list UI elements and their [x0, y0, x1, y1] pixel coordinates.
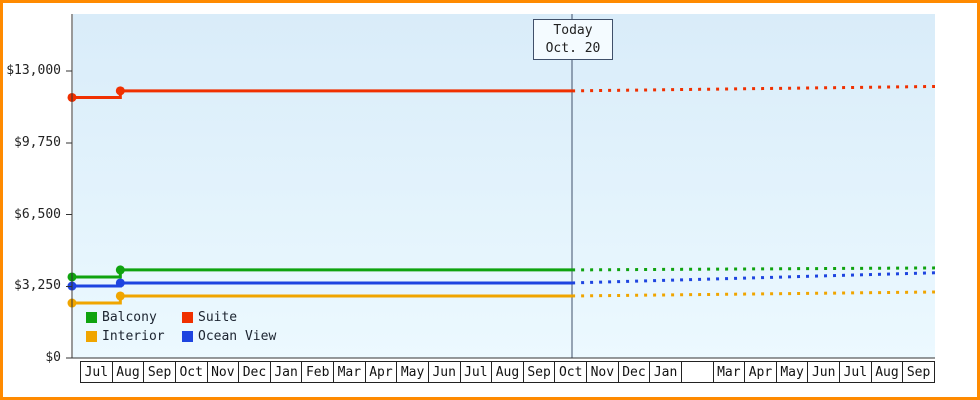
chart-legend: Balcony Suite Interior Ocean View — [86, 310, 276, 344]
suite-marker — [115, 86, 125, 96]
month-cell-may: May — [775, 361, 809, 383]
y-axis-label: $3,250 — [14, 278, 61, 294]
month-cell-sep: Sep — [902, 361, 935, 383]
month-cell-jun: Jun — [807, 361, 840, 383]
legend-label: Ocean View — [198, 329, 277, 344]
balcony-marker — [115, 265, 125, 275]
month-cell-apr: Apr — [744, 361, 777, 383]
month-cell-oct: Oct — [174, 361, 208, 383]
month-cell-aug: Aug — [491, 361, 524, 383]
month-cell-mar: Mar — [333, 361, 366, 383]
interior-history-line — [72, 294, 573, 305]
interior-forecast-line — [572, 290, 936, 298]
x-axis-month-row: Jul Aug Sep Oct Nov Dec Jan Feb Mar Apr May Jun Jul A… — [80, 361, 935, 383]
month-cell-aug: Aug — [111, 361, 145, 383]
month-cell-apr: Apr — [364, 361, 398, 383]
month-cell-may: May — [396, 361, 429, 383]
legend-label: Balcony — [102, 310, 157, 325]
month-cell-jun: Jun — [427, 361, 461, 383]
balcony-forecast-line — [572, 266, 936, 272]
month-cell-nov: Nov — [206, 361, 240, 383]
y-axis-label: $0 — [45, 350, 61, 365]
month-cell-feb: Feb — [301, 361, 334, 383]
month-cell-dec: Dec — [238, 361, 271, 383]
month-cell-blank — [680, 361, 714, 383]
legend-item-ocean-view: Ocean View — [182, 329, 276, 344]
month-cell-nov: Nov — [586, 361, 619, 383]
balcony-history-line — [72, 268, 573, 279]
month-cell-jan: Jan — [269, 361, 303, 383]
ocean-view-history-line — [72, 281, 573, 288]
suite-forecast-line — [572, 84, 936, 93]
today-label-line2: Oct. 20 — [545, 40, 601, 56]
ocean-view-forecast-line — [572, 271, 936, 285]
y-axis-label: $6,500 — [14, 206, 61, 222]
legend-swatch-interior — [86, 331, 97, 342]
plot-background — [73, 14, 935, 358]
month-cell-oct: Oct — [554, 361, 587, 383]
y-axis-label: $9,750 — [14, 134, 61, 150]
month-cell-dec: Dec — [617, 361, 651, 383]
legend-swatch-suite — [182, 312, 193, 323]
month-cell-aug: Aug — [870, 361, 904, 383]
today-label-line1: Today — [553, 22, 593, 38]
legend-item-interior: Interior — [86, 329, 182, 344]
suite-history-line — [72, 89, 573, 99]
month-cell-jan: Jan — [649, 361, 682, 383]
today-label-box: Today Oct. 20 — [533, 19, 613, 60]
interior-marker — [115, 291, 125, 301]
month-cell-sep: Sep — [522, 361, 556, 383]
y-axis-labels: $0 $3,250 $6,500 $9,750 $13,000 — [0, 0, 64, 400]
month-cell-jul: Jul — [459, 361, 493, 383]
legend-label: Suite — [198, 310, 238, 325]
month-cell-jul: Jul — [839, 361, 872, 383]
legend-item-suite: Suite — [182, 310, 276, 325]
legend-swatch-ocean-view — [182, 331, 193, 342]
legend-label: Interior — [102, 329, 165, 344]
legend-item-balcony: Balcony — [86, 310, 182, 325]
month-cell-jul: Jul — [80, 361, 113, 383]
y-axis-label: $13,000 — [6, 63, 61, 78]
month-cell-sep: Sep — [143, 361, 176, 383]
ocean-view-marker — [115, 278, 125, 288]
month-cell-mar: Mar — [712, 361, 746, 383]
legend-swatch-balcony — [86, 312, 97, 323]
